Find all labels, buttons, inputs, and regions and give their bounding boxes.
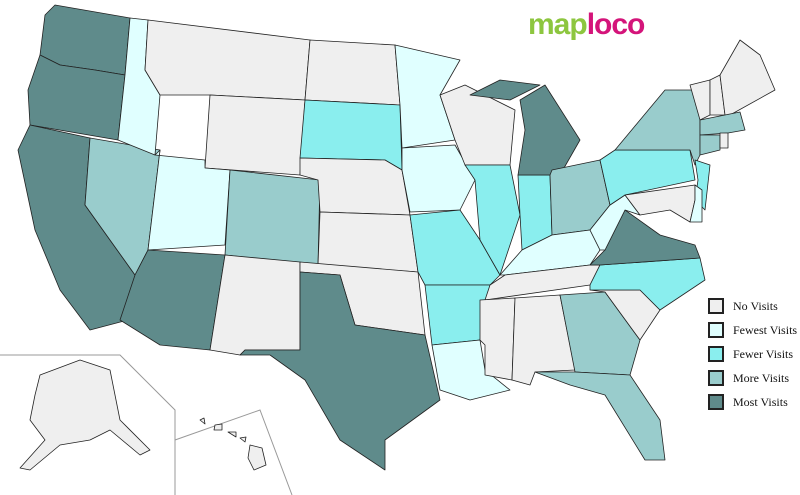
legend-item-more: More Visits [708, 366, 797, 390]
legend-swatch [708, 322, 724, 338]
state-hi [199, 417, 206, 425]
hawaii-inset-border [174, 409, 293, 495]
legend-item-most: Most Visits [708, 390, 797, 414]
legend-swatch [708, 370, 724, 386]
state-ak [19, 359, 151, 471]
state-nm [209, 254, 301, 356]
state-ct [699, 134, 721, 156]
alaska-inset-border [0, 354, 176, 495]
state-ks [317, 211, 419, 273]
legend-item-none: No Visits [708, 294, 797, 318]
state-hi [247, 444, 267, 471]
state-co [224, 169, 321, 266]
state-wy [204, 94, 306, 176]
legend-item-fewest: Fewest Visits [708, 318, 797, 342]
maploco-logo: maploco [528, 8, 645, 41]
legend-swatch [708, 394, 724, 410]
legend-item-fewer: Fewer Visits [708, 342, 797, 366]
state-hi [213, 423, 223, 431]
state-me [719, 39, 776, 116]
state-ma [699, 111, 746, 136]
state-hi [239, 436, 247, 443]
state-mi [517, 84, 581, 176]
state-hi [227, 431, 237, 438]
state-ri [719, 132, 729, 149]
state-de [689, 184, 703, 223]
state-mi [469, 79, 541, 101]
state-nd [304, 39, 401, 106]
legend: No Visits Fewest Visits Fewer Visits Mor… [708, 294, 797, 414]
legend-swatch [708, 298, 724, 314]
state-ms [479, 297, 516, 381]
state-mo [409, 209, 501, 286]
state-fl [534, 371, 666, 461]
state-mt [144, 19, 311, 101]
legend-swatch [708, 346, 724, 362]
state-il [464, 164, 521, 276]
state-tx [239, 271, 441, 471]
